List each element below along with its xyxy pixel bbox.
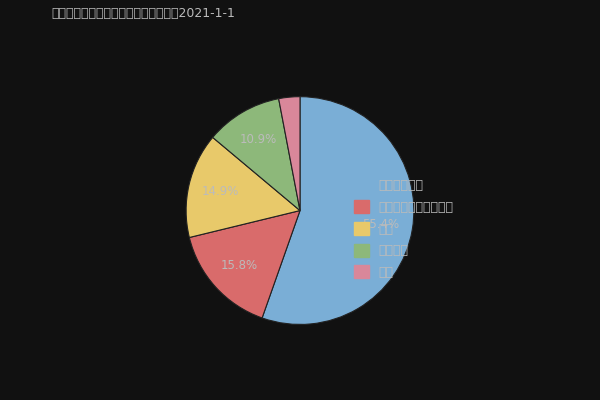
Wedge shape	[278, 97, 300, 210]
Text: 55.4%: 55.4%	[362, 218, 400, 231]
Text: 10.9%: 10.9%	[240, 133, 277, 146]
Legend: まあまあ満足, どちらとも言われない, 満足, やや不満, 不満: まあまあ満足, どちらとも言われない, 満足, やや不満, 不満	[350, 175, 458, 283]
Wedge shape	[213, 99, 300, 210]
Wedge shape	[186, 138, 300, 238]
Text: 15.8%: 15.8%	[221, 259, 258, 272]
Text: 14.9%: 14.9%	[202, 186, 239, 198]
Text: 脱毛サロンの効果に対する満足度調査2021-1-1: 脱毛サロンの効果に対する満足度調査2021-1-1	[52, 7, 236, 20]
Wedge shape	[190, 210, 300, 318]
Wedge shape	[262, 97, 414, 324]
